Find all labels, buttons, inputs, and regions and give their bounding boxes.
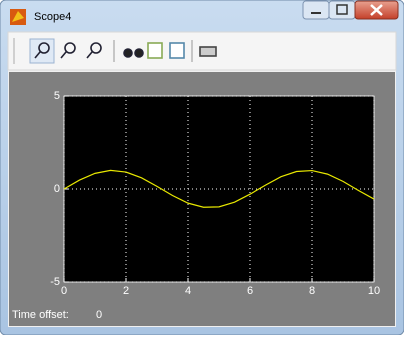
y-tick-label: -5 (50, 276, 60, 288)
autoscale-icon-part (135, 49, 143, 57)
x-tick-label: 6 (247, 285, 253, 297)
time-offset-label: Time offset: (12, 309, 69, 321)
x-tick-label: 8 (309, 285, 315, 297)
minimize-button[interactable] (303, 1, 329, 19)
page: Scope4 Time offset: 0 0246810-505 (() =>… (0, 0, 404, 335)
print-icon[interactable] (200, 47, 216, 56)
x-tick-label: 10 (368, 285, 380, 297)
autoscale-icon[interactable] (124, 49, 132, 57)
x-tick-label: 0 (61, 285, 67, 297)
x-tick-label: 4 (185, 285, 191, 297)
window-title: Scope4 (34, 11, 71, 23)
y-tick-label: 5 (54, 90, 60, 102)
plot-area (64, 96, 374, 282)
restore-axes-icon[interactable] (170, 43, 184, 58)
maximize-button[interactable] (329, 1, 355, 19)
time-offset-value: 0 (96, 309, 102, 321)
save-axes-icon[interactable] (148, 43, 162, 58)
x-tick-label: 2 (123, 285, 129, 297)
y-tick-label: 0 (54, 183, 60, 195)
scope-window: Scope4 Time offset: 0 0246810-505 (0, 0, 404, 335)
